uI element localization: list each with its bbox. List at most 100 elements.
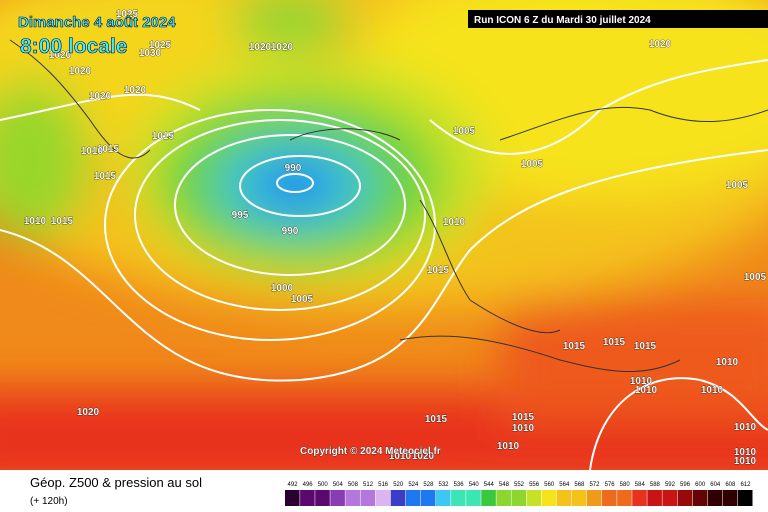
isobar-label: 1025 (116, 9, 139, 20)
isobar-label: 1010 (512, 423, 535, 434)
scale-swatch (722, 490, 738, 506)
scale-swatch (405, 490, 421, 506)
scale-tick-label: 504 (333, 482, 344, 488)
scale-tick-label: 608 (725, 482, 736, 488)
scale-tick-label: 508 (348, 482, 359, 488)
scale-swatch (435, 490, 451, 506)
scale-tick-label: 496 (303, 482, 314, 488)
isobar-label: 1015 (427, 265, 450, 276)
isobar-label: 1015 (634, 341, 657, 352)
isobar-label: 1020 (412, 451, 435, 462)
isobar-label: 1010 (734, 447, 757, 458)
scale-tick-label: 580 (620, 482, 631, 488)
legend-title: Géop. Z500 & pression au sol (30, 475, 202, 490)
scale-swatch (285, 490, 300, 506)
isobar-label: 1005 (521, 159, 544, 170)
scale-tick-label: 528 (423, 482, 434, 488)
isobar-label: 1015 (94, 171, 117, 182)
scale-swatch (360, 490, 376, 506)
scale-tick-label: 600 (695, 482, 706, 488)
scale-tick-label: 544 (484, 482, 495, 488)
isobar-label: 1020 (649, 39, 672, 50)
scale-tick-label: 536 (454, 482, 465, 488)
scale-swatch (586, 490, 602, 506)
scale-tick-label: 572 (589, 482, 600, 488)
coastlines (9, 39, 768, 373)
scale-tick-label: 540 (469, 482, 480, 488)
isobar-label: 1020 (77, 407, 100, 418)
scale-tick-label: 588 (650, 482, 661, 488)
forecast-time: 8:00 locale (20, 35, 127, 58)
forecast-date: Dimanche 4 août 2024 (18, 14, 176, 31)
scale-tick-label: 612 (740, 482, 751, 488)
scale-swatch (617, 490, 632, 506)
isobar-label: 1010 (389, 451, 412, 462)
height-field (0, 0, 768, 490)
scale-swatch (707, 490, 723, 506)
isobar-label: 1020 (249, 42, 272, 53)
isobar-label: 1000 (271, 283, 294, 294)
isobar-label: 1015 (512, 412, 535, 423)
scale-swatch (526, 490, 542, 506)
scale-swatch (511, 490, 527, 506)
scale-swatch (647, 490, 662, 506)
scale-swatch (300, 490, 315, 506)
color-scale: 492 496 500 504 508 512 516 520 524 528 532 536 540 5… (285, 482, 753, 506)
isobar-label: 1010 (635, 385, 658, 396)
scale-swatch (677, 490, 693, 506)
isobar-label: 1010 (630, 376, 653, 387)
scale-tick-label: 596 (680, 482, 691, 488)
isobar-label: 1015 (97, 144, 120, 155)
scale-tick-label: 604 (710, 482, 721, 488)
isobar-label: 1020 (271, 42, 294, 53)
isobar-label: 1015 (51, 216, 74, 227)
isobar-label: 1010 (734, 422, 757, 433)
scale-tick-label: 548 (499, 482, 510, 488)
scale-swatch (375, 490, 391, 506)
scale-tick-label: 584 (635, 482, 646, 488)
scale-swatch (662, 490, 678, 506)
isobar-label: 1030 (139, 48, 162, 59)
isobar-label: 1025 (149, 40, 172, 51)
scale-tick-label: 512 (363, 482, 374, 488)
isobar-label: 1005 (726, 180, 749, 191)
scale-swatch (481, 490, 496, 506)
isobar-label: 1005 (291, 294, 314, 305)
scale-swatch (420, 490, 436, 506)
scale-tick-label: 556 (529, 482, 540, 488)
isobar-label: 1020 (89, 91, 112, 102)
isobar-label: 1010 (701, 385, 724, 396)
isobar-label: 1015 (563, 341, 586, 352)
scale-swatch (451, 490, 466, 506)
scale-swatch (602, 490, 617, 506)
scale-swatch (556, 490, 572, 506)
scale-swatch (496, 490, 511, 506)
isobar-label: 1010 (716, 357, 739, 368)
isobar-label: 1005 (744, 272, 767, 283)
scale-tick-label: 564 (559, 482, 570, 488)
isobar-label: 1015 (603, 337, 626, 348)
isobar-label: 1010 (497, 441, 520, 452)
isobar-label: 990 (285, 163, 302, 174)
isobar-label: 1020 (49, 50, 72, 61)
scale-tick-label: 576 (605, 482, 616, 488)
scale-tick-label: 532 (439, 482, 450, 488)
scale-tick-label: 500 (318, 482, 329, 488)
isobar-label: 995 (232, 210, 249, 221)
scale-tick-label: 560 (544, 482, 555, 488)
isobar-label: 1015 (425, 414, 448, 425)
scale-swatch (632, 490, 647, 506)
scale-swatch (692, 490, 708, 506)
lead-time: (+ 120h) (30, 496, 68, 507)
isobar-label: 1010 (443, 217, 466, 228)
scale-swatch (390, 490, 406, 506)
copyright: Copyright © 2024 Meteociel.fr (300, 446, 441, 457)
scale-swatch (315, 490, 330, 506)
isobars (0, 59, 768, 471)
scale-swatch (571, 490, 587, 506)
scale-tick-label: 568 (574, 482, 585, 488)
scale-tick-label: 492 (288, 482, 299, 488)
scale-tick-label: 516 (378, 482, 389, 488)
